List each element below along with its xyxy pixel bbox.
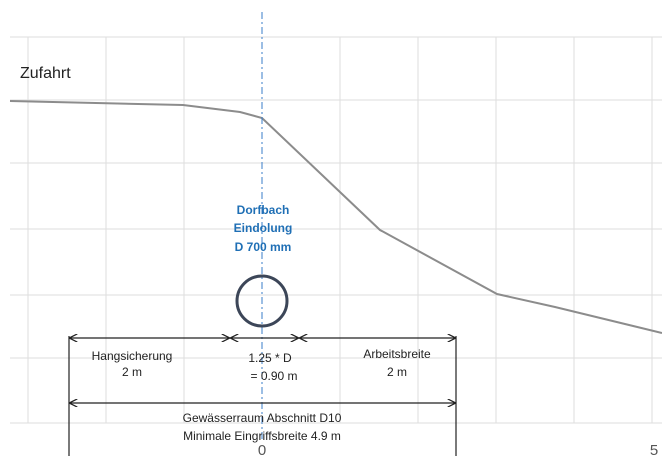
axis-tick-5: 5 <box>650 442 658 456</box>
pipe-label-line1: Dorfbach <box>237 203 290 217</box>
title-label: Zufahrt <box>20 65 71 82</box>
axis-tick-0: 0 <box>258 442 266 456</box>
pipe-circle <box>235 274 289 328</box>
pipe-label-line3: D 700 mm <box>235 240 292 254</box>
arbeitsbreite-value: 2 m <box>387 365 407 379</box>
grid <box>10 36 662 424</box>
eingriffsbreite-label: Minimale Eingriffsbreite 4.9 m <box>183 429 341 443</box>
pipe-clearance-value: = 0.90 m <box>250 369 297 383</box>
hangsicherung-value: 2 m <box>122 365 142 379</box>
hangsicherung-label: Hangsicherung <box>92 349 173 363</box>
arbeitsbreite-label: Arbeitsbreite <box>363 347 431 361</box>
terrain-profile <box>9 100 662 334</box>
pipe-clearance-label: 1.25 * D <box>248 351 292 365</box>
pipe-label-line2: Eindolung <box>234 221 293 235</box>
gewaesserraum-label: Gewässerraum Abschnitt D10 <box>183 411 342 425</box>
